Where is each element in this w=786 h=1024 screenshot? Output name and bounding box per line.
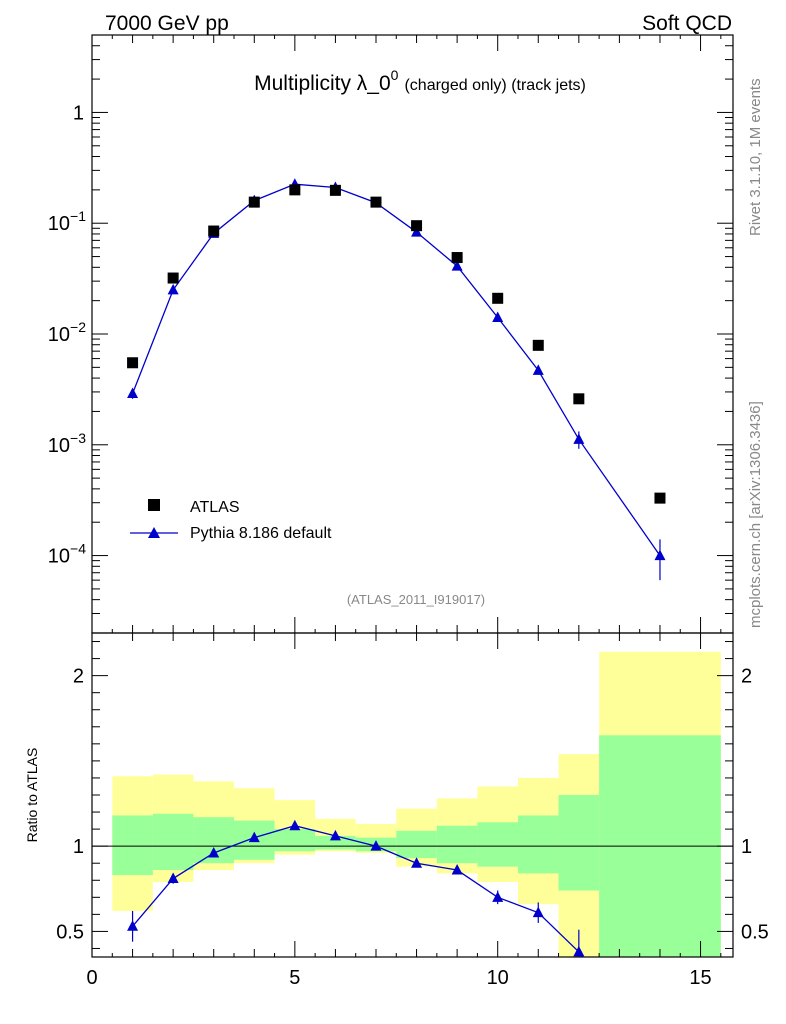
ratio-point [573,945,585,957]
ratio-point [370,840,382,851]
main-ytick-label: 10−2 [48,319,86,346]
atlas-point [573,393,585,405]
atlas-point [411,220,423,232]
ratio-band-inner [477,822,518,867]
ratio-xtick-label: 0 [86,967,97,989]
main-ytick-label: 1 [73,102,84,124]
main-frame-border [91,34,734,634]
legend-pythia-marker [148,527,160,538]
ratio-point [451,864,463,875]
ratio-xtick-label: 15 [689,967,711,989]
atlas-point [289,184,301,196]
ratio-ytick-label-right: 1 [741,836,752,858]
ratio-ylabel: Ratio to ATLAS [24,748,40,843]
ratio-point [329,829,341,841]
pythia-point [451,260,463,271]
ratio-xtick-label: 10 [487,967,509,989]
ratio-ytick-label: 1 [73,836,84,858]
legend-atlas-label: ATLAS [190,499,240,516]
atlas-point [370,196,382,208]
ratio-point [127,920,139,931]
ratio-ytick-label: 0.5 [56,921,84,943]
ratio-band-inner [558,795,600,891]
atlas-point [654,492,666,504]
legend-pythia-label: Pythia 8.186 default [190,525,332,542]
ratio-ytick-label-right: 0.5 [741,921,769,943]
ratio-point [532,906,544,918]
ratio-point [411,857,423,868]
legend-atlas-marker [148,499,160,511]
atlas-point [492,292,504,304]
legend: ATLAS Pythia 8.186 default [130,499,332,542]
pythia-point [573,433,585,444]
ratio-band-inner [517,815,559,874]
title-main: Multiplicity λ_0 [254,72,391,95]
main-ytick-label: 10−4 [48,541,86,568]
pythia-point [167,283,179,295]
ratio-band-inner [152,813,194,871]
pythia-point [411,226,423,237]
ratio-point [208,846,220,858]
main-ytick-label: 10−3 [48,430,86,457]
main-panel: 1 10−1 10−2 10−3 10−4 [48,34,734,634]
title-small: (charged only) (track jets) [404,77,585,94]
main-ytick-label: 10−1 [48,208,86,235]
atlas-point [127,357,139,369]
header-left: 7000 GeV pp [105,12,229,35]
rivet-label: Rivet 3.1.10, 1M events [747,78,764,236]
atlas-point [248,196,260,208]
ratio-bands [112,651,721,957]
atlas-point [532,339,544,351]
pythia-point [127,387,139,399]
main-data [127,178,666,581]
header-right: Soft QCD [642,12,732,35]
ratio-data [127,819,585,957]
ratio-xtick-label: 5 [289,967,300,989]
ratio-band-inner [274,829,316,852]
ratio-ytick-label: 2 [73,666,84,688]
atlas-point [208,225,220,237]
ratio-ytick-label-right: 2 [741,666,752,688]
pythia-point [532,364,544,375]
ratio-point [492,891,504,902]
title-sup: 0 [391,67,399,83]
ratio-point [289,819,301,831]
ratio-point [248,831,260,843]
ratio-panel: 0.5 0.5 1 1 2 2 0 5 10 15 [56,632,769,989]
atlas-point [329,184,341,196]
pythia-point [492,311,504,322]
plot-title: Multiplicity λ_00 (charged only) (track j… [254,67,586,95]
atlas-point [167,272,179,284]
atlas-point [451,252,463,264]
analysis-id: (ATLAS_2011_I919017) [347,592,485,607]
pythia-point [654,549,666,561]
ratio-point [167,872,179,884]
ratio-band-inner [436,825,478,864]
ratio-band-inner [396,830,437,859]
mcplots-label: mcplots.cern.ch [arXiv:1306.3436] [747,401,764,628]
ratio-band-inner [112,815,153,876]
